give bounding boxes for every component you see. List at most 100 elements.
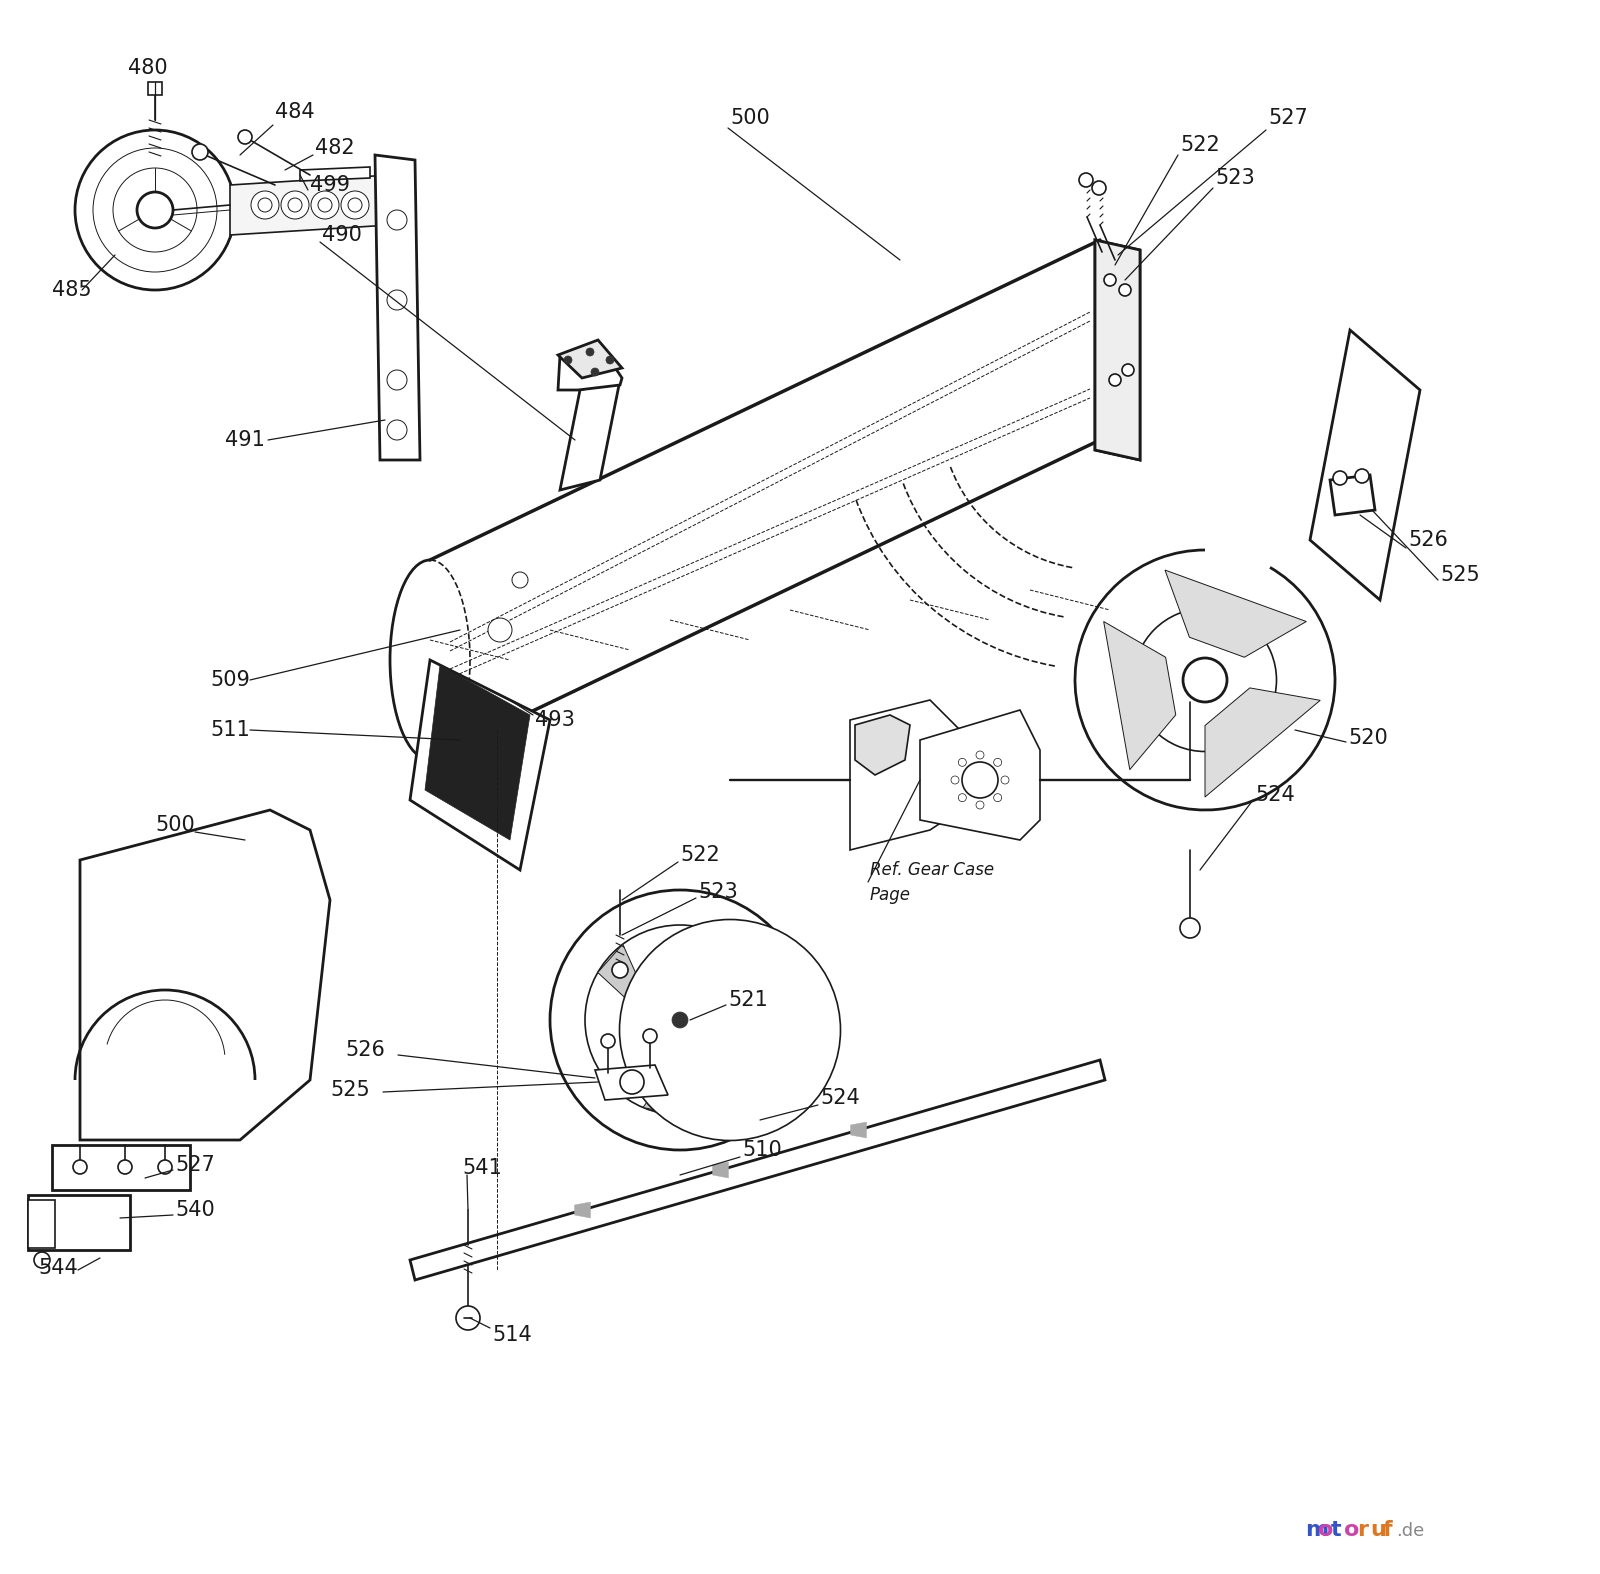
Polygon shape: [80, 811, 330, 1140]
Circle shape: [1104, 274, 1117, 286]
Circle shape: [1091, 181, 1106, 195]
Circle shape: [488, 619, 512, 642]
Circle shape: [251, 190, 278, 219]
Circle shape: [586, 926, 774, 1114]
Text: 527: 527: [174, 1155, 214, 1176]
Circle shape: [456, 1306, 480, 1330]
Text: 521: 521: [728, 990, 768, 1011]
Text: .de: .de: [1395, 1522, 1424, 1539]
Circle shape: [586, 348, 594, 356]
Text: 485: 485: [53, 280, 91, 301]
Polygon shape: [426, 664, 530, 841]
Text: 526: 526: [346, 1040, 386, 1059]
Circle shape: [658, 998, 702, 1042]
Polygon shape: [712, 1162, 728, 1177]
Text: 522: 522: [1181, 135, 1219, 154]
Circle shape: [341, 190, 370, 219]
Circle shape: [1002, 776, 1010, 784]
Polygon shape: [1310, 331, 1421, 600]
Text: 524: 524: [821, 1088, 859, 1108]
Circle shape: [958, 759, 966, 767]
Polygon shape: [558, 340, 622, 378]
Text: 510: 510: [742, 1140, 782, 1160]
Text: m: m: [1306, 1520, 1328, 1539]
Polygon shape: [29, 1199, 54, 1248]
Polygon shape: [410, 660, 550, 870]
Circle shape: [387, 209, 406, 230]
Text: 482: 482: [315, 139, 355, 157]
Text: 493: 493: [534, 710, 574, 730]
Polygon shape: [595, 1066, 669, 1100]
Text: 509: 509: [210, 671, 250, 689]
Circle shape: [75, 131, 235, 290]
Polygon shape: [301, 167, 370, 181]
Circle shape: [1078, 173, 1093, 187]
Text: 526: 526: [1408, 530, 1448, 549]
Circle shape: [1355, 469, 1370, 483]
Circle shape: [118, 1160, 133, 1174]
Circle shape: [93, 148, 218, 272]
Text: 544: 544: [38, 1258, 78, 1278]
Text: 520: 520: [1347, 729, 1387, 748]
Circle shape: [258, 198, 272, 212]
Circle shape: [994, 759, 1002, 767]
Text: 500: 500: [730, 109, 770, 127]
Polygon shape: [1094, 239, 1139, 460]
Polygon shape: [851, 1122, 867, 1138]
Text: 525: 525: [1440, 565, 1480, 586]
Text: 541: 541: [462, 1158, 502, 1177]
Circle shape: [282, 190, 309, 219]
Polygon shape: [854, 715, 910, 774]
Text: 490: 490: [322, 225, 362, 246]
Circle shape: [512, 571, 528, 589]
Text: 527: 527: [1267, 109, 1307, 127]
Text: Page: Page: [870, 886, 910, 903]
Polygon shape: [1165, 570, 1306, 658]
Polygon shape: [643, 1031, 699, 1114]
Polygon shape: [560, 379, 621, 490]
Circle shape: [590, 368, 598, 376]
Circle shape: [387, 370, 406, 390]
Text: 491: 491: [226, 430, 266, 450]
Circle shape: [976, 801, 984, 809]
Circle shape: [192, 143, 208, 161]
Circle shape: [565, 356, 573, 364]
Circle shape: [994, 793, 1002, 801]
Text: Ref. Gear Case: Ref. Gear Case: [870, 861, 994, 878]
Circle shape: [74, 1160, 86, 1174]
Circle shape: [349, 198, 362, 212]
Polygon shape: [1104, 622, 1176, 770]
Circle shape: [619, 919, 840, 1141]
Text: 511: 511: [210, 719, 250, 740]
Circle shape: [318, 198, 333, 212]
Circle shape: [1118, 283, 1131, 296]
Text: 523: 523: [698, 881, 738, 902]
Polygon shape: [920, 710, 1040, 841]
Polygon shape: [574, 1203, 590, 1218]
Circle shape: [550, 889, 810, 1151]
Circle shape: [950, 776, 958, 784]
Polygon shape: [558, 345, 622, 390]
Polygon shape: [598, 944, 661, 1031]
Text: 514: 514: [493, 1325, 531, 1346]
Circle shape: [621, 1070, 645, 1094]
Circle shape: [138, 192, 173, 228]
Circle shape: [1333, 471, 1347, 485]
Circle shape: [1109, 375, 1122, 386]
Circle shape: [643, 1029, 658, 1044]
Circle shape: [1122, 364, 1134, 376]
Circle shape: [976, 751, 984, 759]
Polygon shape: [1330, 475, 1374, 515]
Polygon shape: [410, 1059, 1106, 1280]
Circle shape: [310, 190, 339, 219]
Circle shape: [1181, 918, 1200, 938]
Text: 480: 480: [128, 58, 168, 79]
Polygon shape: [29, 1195, 130, 1250]
Polygon shape: [230, 175, 390, 235]
Text: 522: 522: [680, 845, 720, 866]
Circle shape: [613, 962, 629, 977]
Text: f: f: [1382, 1520, 1392, 1539]
Text: 540: 540: [174, 1199, 214, 1220]
Circle shape: [606, 356, 614, 364]
Circle shape: [158, 1160, 173, 1174]
